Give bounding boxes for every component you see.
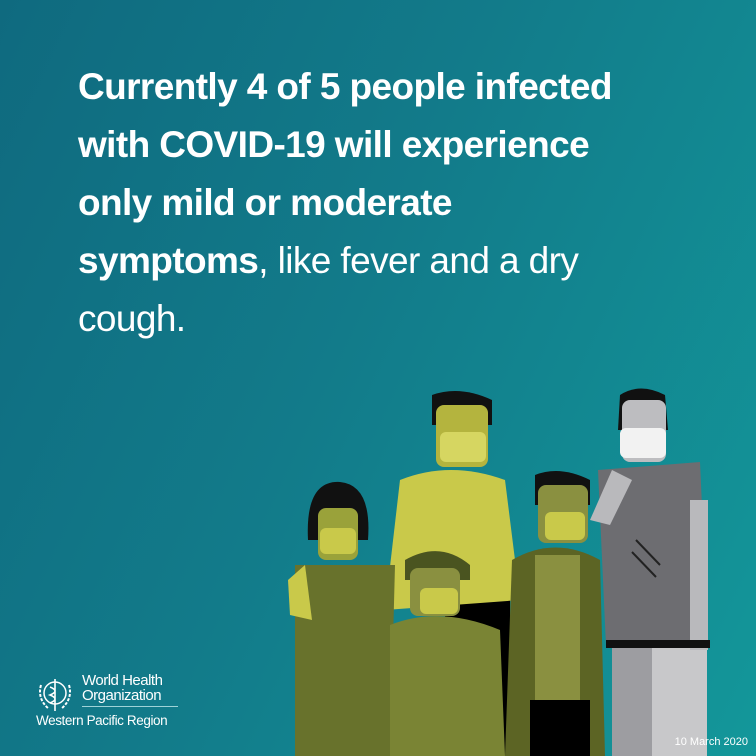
logo-divider [82,706,178,707]
person-girl [288,481,395,756]
logo-line2: Organization [82,687,162,704]
who-emblem-icon [39,679,71,711]
logo-line1: World Health [82,672,163,689]
date-label: 10 March 2020 [674,736,748,748]
person-masked-man [590,388,710,756]
person-child [390,551,505,756]
headline-bold: Currently 4 of 5 people infected with CO… [78,66,612,281]
who-logo: World Health Organization [33,673,178,717]
headline: Currently 4 of 5 people infected with CO… [78,58,638,348]
person-boy [505,471,605,756]
logo-region: Western Pacific Region [36,713,168,728]
headline-regular: , like fever and a dry cough. [78,240,579,339]
